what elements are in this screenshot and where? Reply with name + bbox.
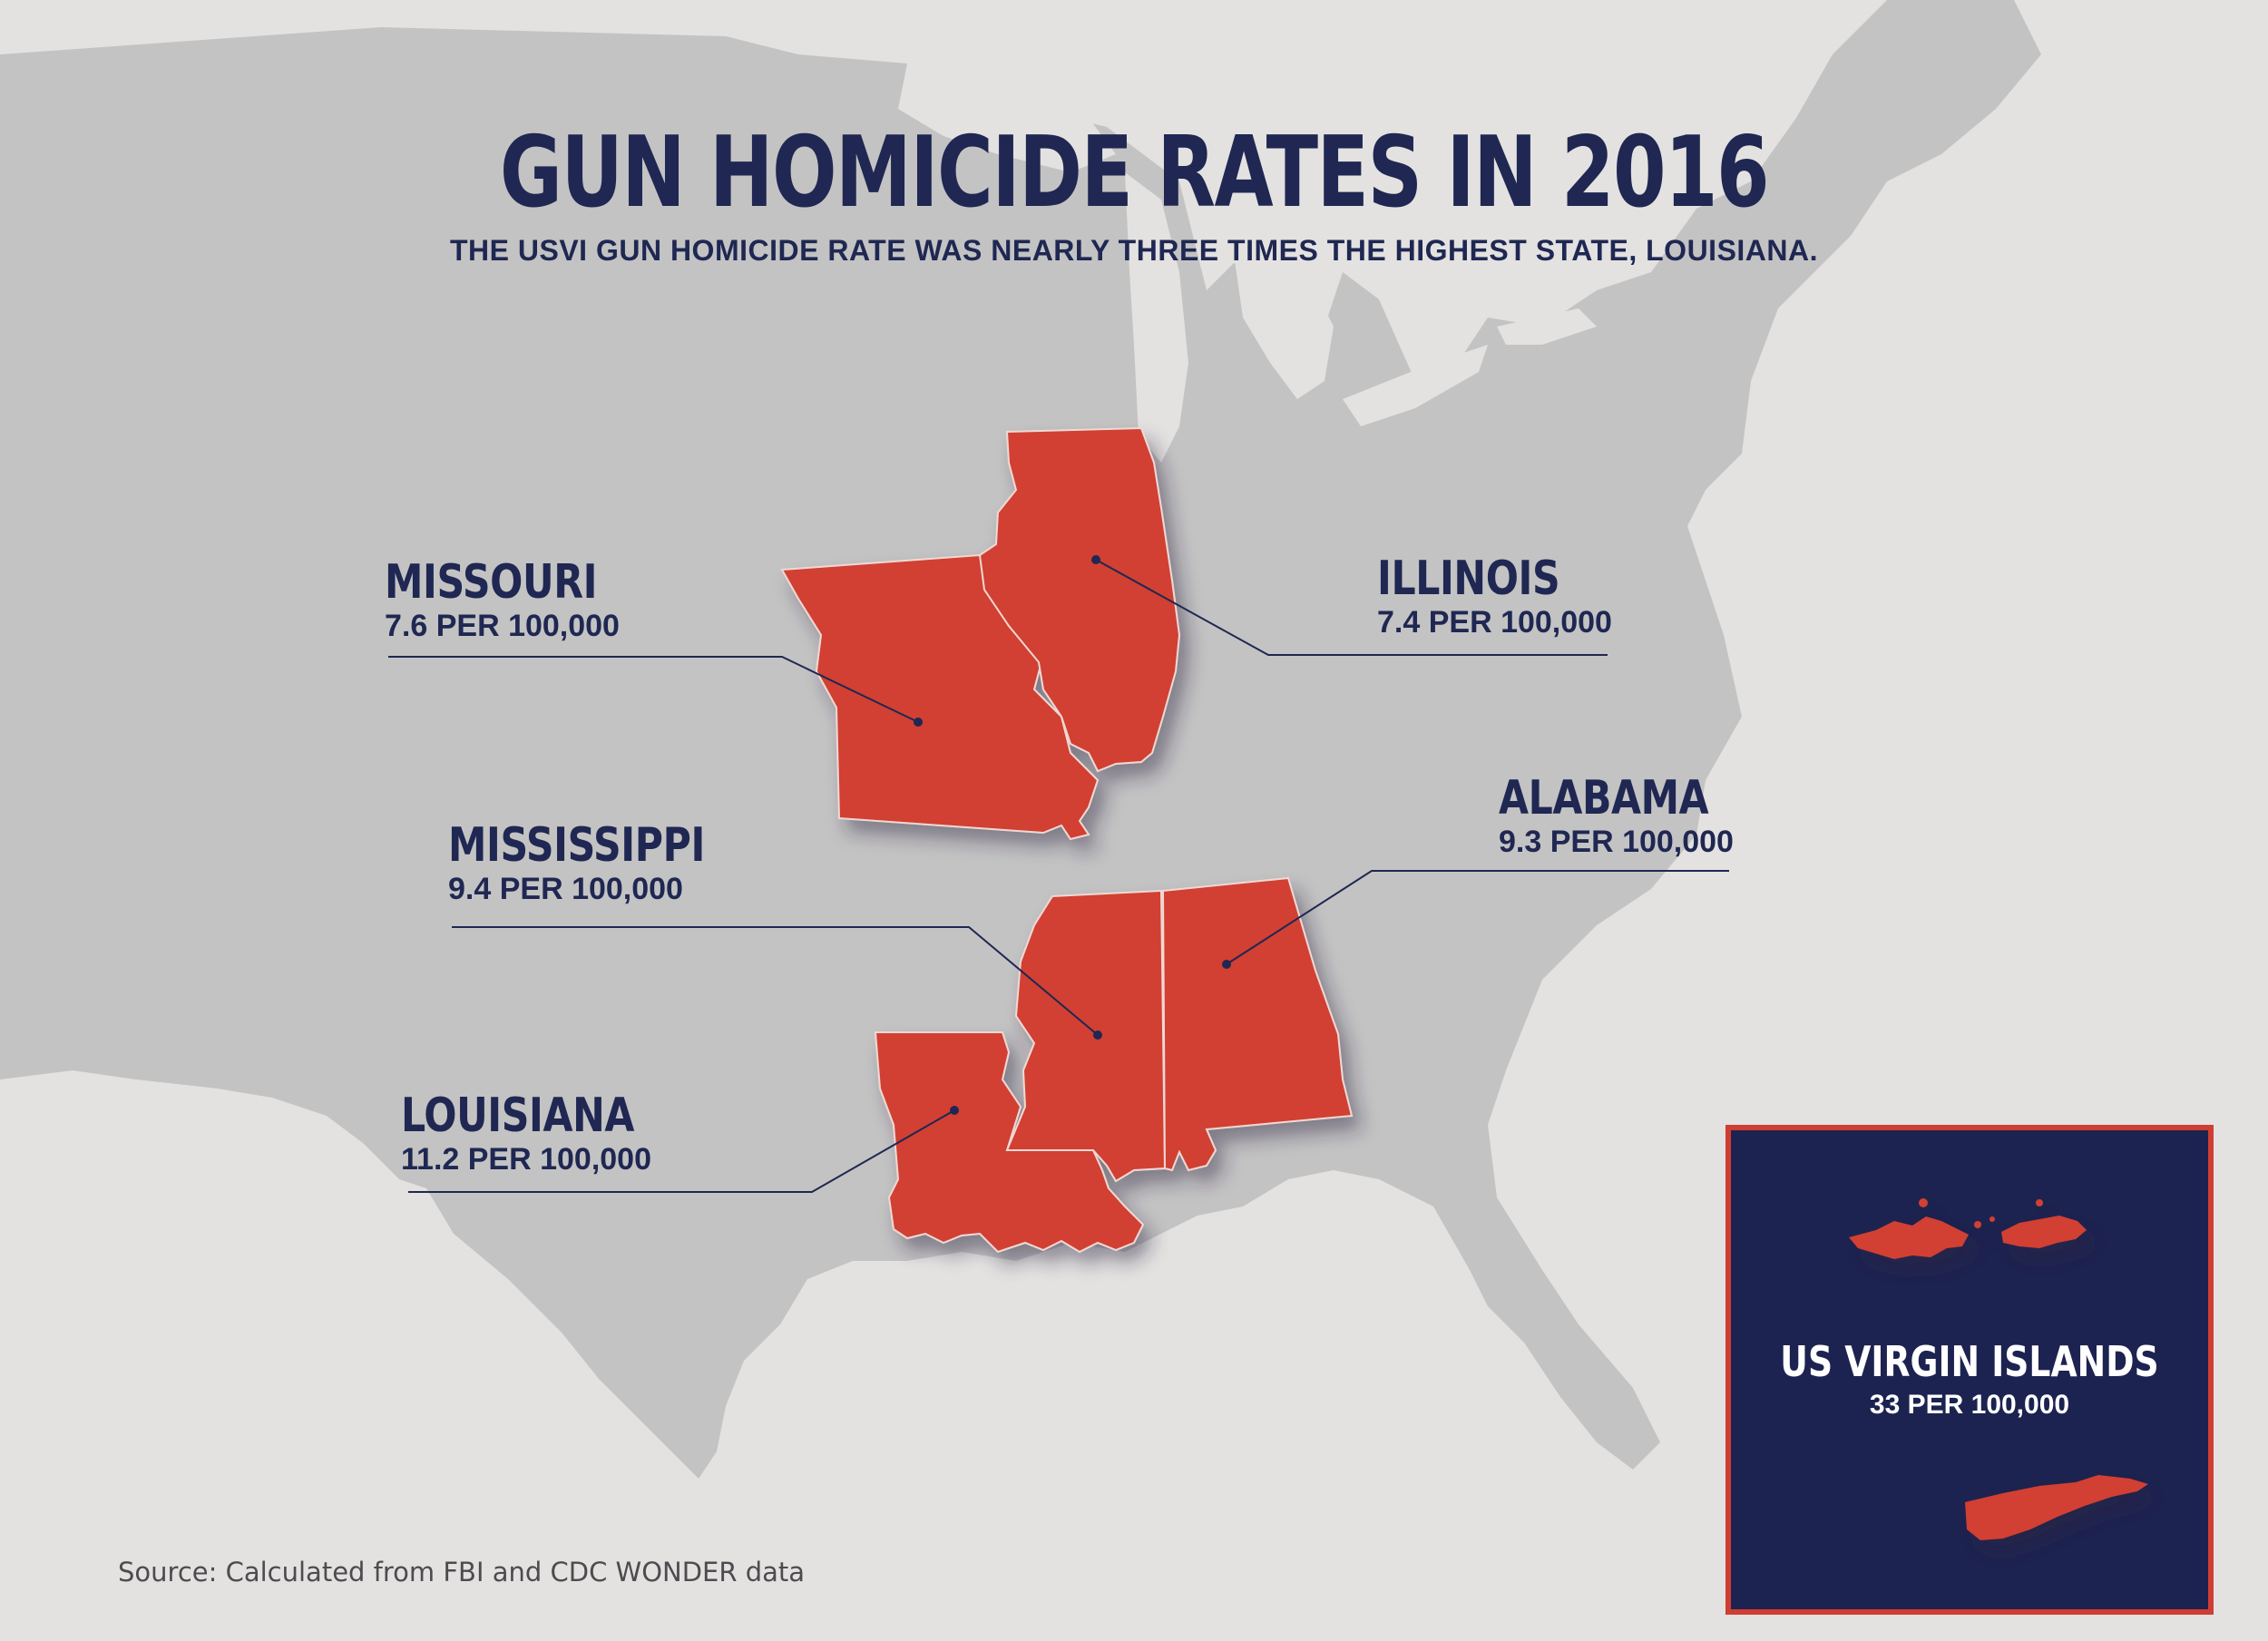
label-louisiana: LOUISIANA 11.2 PER 100,000 [401, 1090, 685, 1177]
label-mississippi: MISSISSIPPI 9.4 PER 100,000 [448, 820, 761, 907]
page-title: GUN HOMICIDE RATES IN 2016 [499, 116, 1770, 230]
islet-4 [2036, 1199, 2043, 1206]
label-missouri: MISSOURI 7.6 PER 100,000 [385, 557, 643, 644]
state-rate: 11.2 PER 100,000 [401, 1142, 652, 1177]
louisiana-dot [950, 1106, 959, 1115]
lake-erie [1343, 345, 1488, 426]
state-rate: 9.4 PER 100,000 [448, 872, 683, 906]
state-rate: 7.4 PER 100,000 [1377, 605, 1612, 640]
state-rate: 9.3 PER 100,000 [1499, 825, 1734, 859]
state-rate: 7.6 PER 100,000 [385, 609, 620, 643]
st-john-shape [2001, 1216, 2087, 1248]
illinois-leader [1095, 559, 1608, 656]
lake-ontario [1497, 308, 1597, 345]
st-croix-shape [1965, 1475, 2148, 1540]
illinois-shape [978, 426, 1181, 773]
lake-huron [1234, 254, 1334, 399]
state-name: LOUISIANA [401, 1089, 634, 1143]
louisiana-shape [874, 1031, 1145, 1254]
mississippi-shape [1005, 889, 1167, 1183]
state-name: MISSOURI [385, 555, 598, 610]
state-name: ALABAMA [1499, 771, 1709, 825]
state-name: ILLINOIS [1377, 552, 1560, 606]
missouri-dot [914, 718, 923, 727]
louisiana-leader [408, 1109, 955, 1193]
lake-michigan [1125, 172, 1188, 463]
usvi-islands-map [1849, 1198, 2148, 1540]
mississippi-leader [452, 926, 1099, 1036]
usvi-inset: US VIRGIN ISLANDS 33 PER 100,000 [1725, 1125, 2214, 1615]
alabama-shape [1161, 876, 1354, 1172]
illinois-dot [1091, 555, 1100, 564]
alabama-leader [1226, 870, 1729, 965]
islet-1 [1919, 1198, 1928, 1207]
mississippi-dot [1093, 1031, 1102, 1040]
page-subtitle: THE USVI GUN HOMICIDE RATE WAS NEARLY TH… [449, 234, 1819, 267]
source-note: Source: Calculated from FBI and CDC WOND… [118, 1557, 806, 1587]
label-illinois: ILLINOIS 7.4 PER 100,000 [1377, 553, 1612, 640]
state-name: MISSISSIPPI [448, 818, 705, 873]
usvi-rate: 33 PER 100,000 [1869, 1390, 2070, 1420]
st-thomas-shape [1849, 1216, 1969, 1259]
usvi-name: US VIRGIN ISLANDS [1780, 1337, 2159, 1386]
missouri-leader [388, 656, 919, 723]
label-alabama: ALABAMA 9.3 PER 100,000 [1499, 773, 1755, 860]
islet-3 [1989, 1216, 1995, 1222]
islet-2 [1974, 1221, 1981, 1228]
alabama-dot [1222, 960, 1231, 969]
lake-superior [898, 63, 1116, 172]
